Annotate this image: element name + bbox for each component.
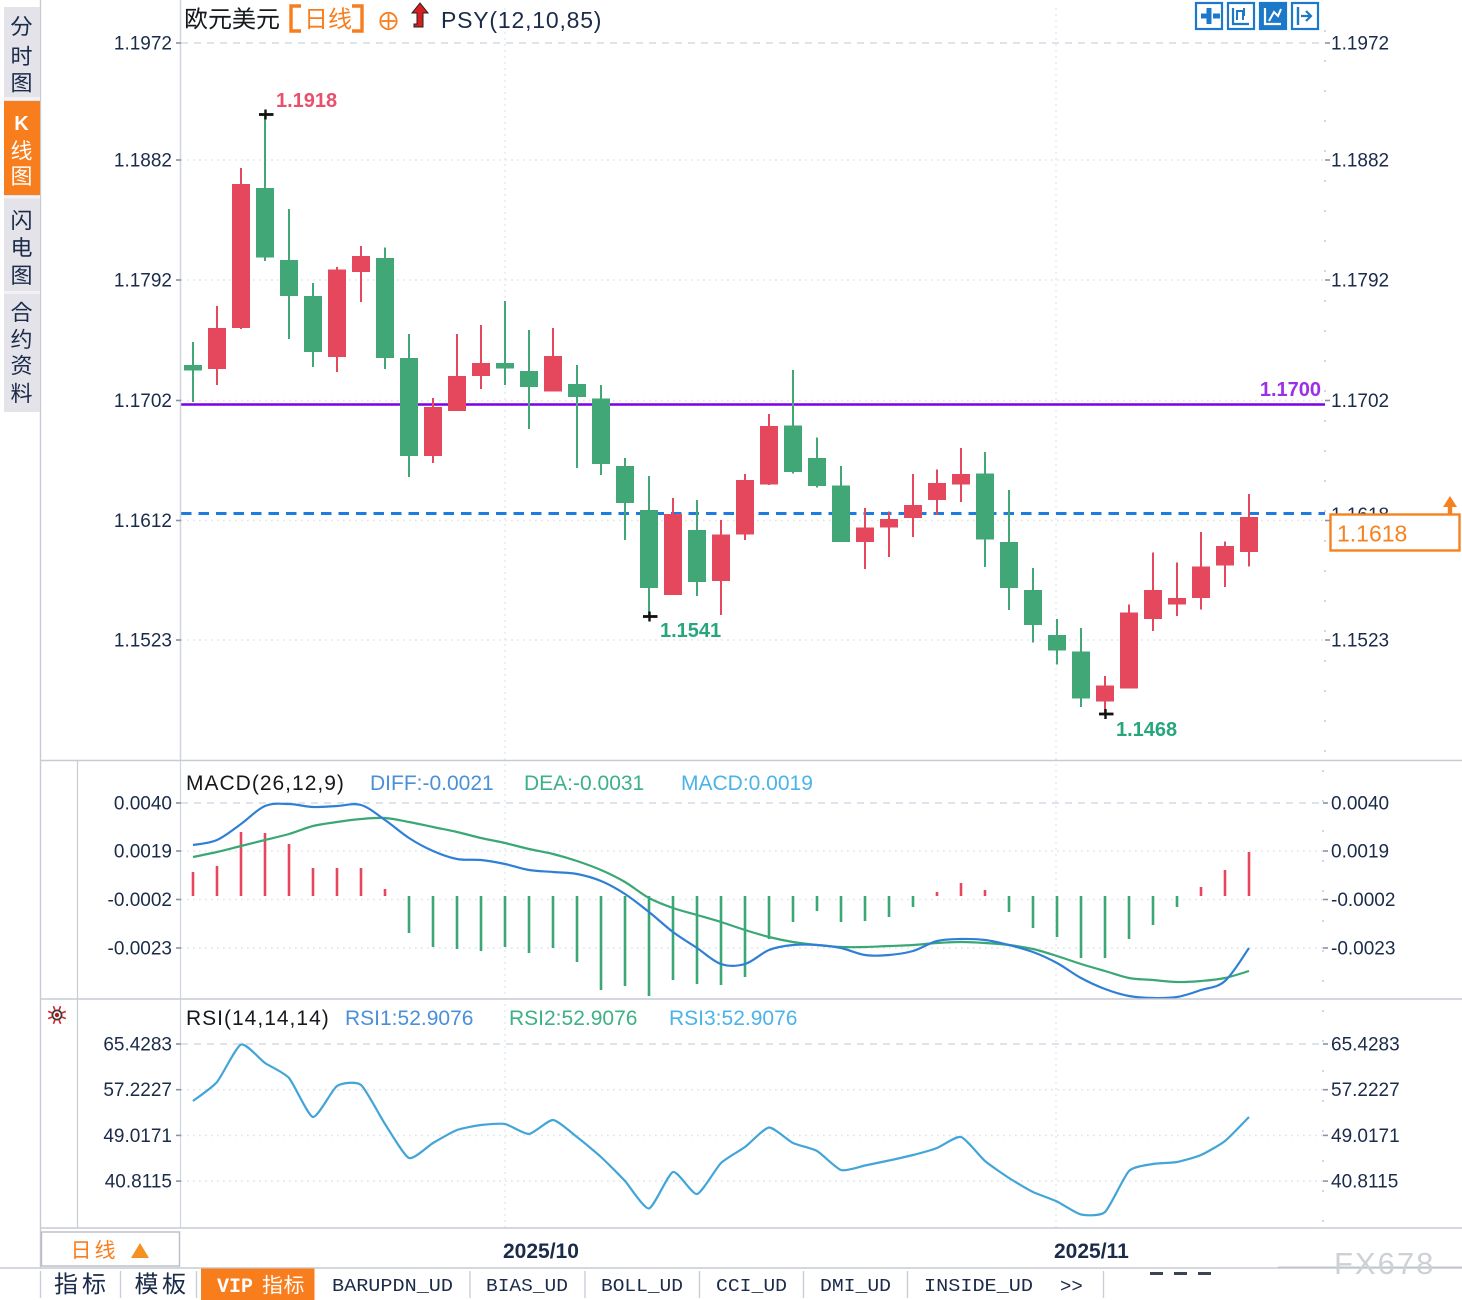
svg-text:1.1612: 1.1612	[114, 511, 172, 532]
svg-text:-0.0023: -0.0023	[1331, 939, 1395, 960]
svg-text:0.0019: 0.0019	[114, 842, 172, 863]
svg-text:PSY(12,10,85): PSY(12,10,85)	[441, 7, 602, 33]
svg-text:1.1918: 1.1918	[276, 90, 337, 112]
svg-text:RSI(14,14,14): RSI(14,14,14)	[186, 1007, 330, 1030]
svg-text:49.0171: 49.0171	[1331, 1126, 1400, 1147]
svg-text:-0.0002: -0.0002	[108, 890, 172, 911]
svg-text:BOLL_UD: BOLL_UD	[601, 1277, 683, 1297]
svg-text:1.1523: 1.1523	[1331, 631, 1389, 652]
svg-text:40.8115: 40.8115	[1331, 1172, 1398, 1193]
svg-text:0.0019: 0.0019	[1331, 842, 1389, 863]
svg-text:DMI_UD: DMI_UD	[820, 1277, 891, 1297]
svg-text:65.4283: 65.4283	[103, 1035, 172, 1056]
svg-text:57.2227: 57.2227	[1331, 1080, 1400, 1101]
svg-text:BIAS_UD: BIAS_UD	[486, 1277, 568, 1297]
svg-text:INSIDE_UD: INSIDE_UD	[924, 1277, 1033, 1297]
svg-text:MACD(26,12,9): MACD(26,12,9)	[186, 772, 345, 795]
svg-text:RSI3:52.9076: RSI3:52.9076	[669, 1007, 797, 1030]
svg-text:1.1702: 1.1702	[114, 391, 172, 412]
svg-text:1.1882: 1.1882	[114, 151, 172, 172]
svg-text:2025/11: 2025/11	[1054, 1240, 1129, 1263]
svg-text:49.0171: 49.0171	[103, 1126, 172, 1147]
svg-text:0.0040: 0.0040	[1331, 794, 1389, 815]
svg-text:1.1618: 1.1618	[1337, 521, 1407, 547]
svg-text:CCI_UD: CCI_UD	[716, 1277, 787, 1297]
svg-text:40.8115: 40.8115	[105, 1172, 172, 1193]
svg-text:K: K	[14, 113, 29, 135]
svg-text:1.1972: 1.1972	[1331, 34, 1389, 55]
svg-text:FX678: FX678	[1334, 1246, 1435, 1281]
svg-text:1.1972: 1.1972	[114, 34, 172, 55]
svg-text:-0.0002: -0.0002	[1331, 890, 1395, 911]
svg-text:57.2227: 57.2227	[103, 1080, 172, 1101]
svg-text:1.1702: 1.1702	[1331, 391, 1389, 412]
svg-text:VIP: VIP	[217, 1276, 253, 1299]
svg-text:DIFF:-0.0021: DIFF:-0.0021	[370, 772, 494, 795]
svg-text:BARUPDN_UD: BARUPDN_UD	[332, 1277, 453, 1297]
svg-text:RSI2:52.9076: RSI2:52.9076	[509, 1007, 637, 1030]
svg-text:65.4283: 65.4283	[1331, 1035, 1400, 1056]
svg-text:1.1792: 1.1792	[114, 271, 172, 292]
svg-text:-0.0023: -0.0023	[108, 939, 172, 960]
svg-text:0.0040: 0.0040	[114, 794, 172, 815]
svg-text:1.1700: 1.1700	[1260, 379, 1321, 401]
svg-text:1.1792: 1.1792	[1331, 271, 1389, 292]
svg-text:1.1882: 1.1882	[1331, 151, 1389, 172]
svg-text:2025/10: 2025/10	[503, 1240, 579, 1263]
svg-text:DEA:-0.0031: DEA:-0.0031	[524, 772, 644, 795]
svg-text:1.1468: 1.1468	[1116, 719, 1177, 741]
svg-text:>>: >>	[1060, 1276, 1083, 1298]
svg-text:1.1541: 1.1541	[660, 620, 721, 642]
svg-text:1.1523: 1.1523	[114, 631, 172, 652]
svg-text:MACD:0.0019: MACD:0.0019	[681, 772, 813, 795]
svg-text:RSI1:52.9076: RSI1:52.9076	[345, 1007, 473, 1030]
